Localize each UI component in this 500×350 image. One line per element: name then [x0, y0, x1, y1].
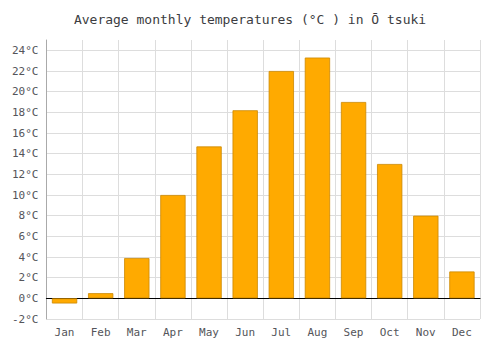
- svg-text:16°C: 16°C: [12, 127, 39, 140]
- svg-text:Oct: Oct: [380, 326, 400, 339]
- svg-text:20°C: 20°C: [12, 85, 39, 98]
- svg-text:4°C: 4°C: [19, 251, 39, 264]
- svg-text:Jul: Jul: [271, 326, 291, 339]
- svg-text:Nov: Nov: [416, 326, 436, 339]
- svg-text:24°C: 24°C: [12, 44, 39, 57]
- svg-text:Average monthly temperatures (: Average monthly temperatures (°C ) in Ō …: [74, 12, 426, 27]
- svg-text:18°C: 18°C: [12, 106, 39, 119]
- svg-text:8°C: 8°C: [19, 209, 39, 222]
- svg-text:14°C: 14°C: [12, 147, 39, 160]
- svg-text:Aug: Aug: [307, 326, 327, 339]
- svg-text:Apr: Apr: [163, 326, 183, 339]
- svg-text:Jan: Jan: [55, 326, 75, 339]
- svg-text:Mar: Mar: [127, 326, 147, 339]
- svg-text:12°C: 12°C: [12, 168, 39, 181]
- svg-text:Sep: Sep: [344, 326, 364, 339]
- svg-text:22°C: 22°C: [12, 65, 39, 78]
- svg-text:-2°C: -2°C: [12, 313, 39, 326]
- svg-text:2°C: 2°C: [19, 271, 39, 284]
- svg-text:Jun: Jun: [235, 326, 255, 339]
- svg-text:Dec: Dec: [452, 326, 472, 339]
- svg-text:10°C: 10°C: [12, 189, 39, 202]
- svg-text:May: May: [199, 326, 219, 339]
- svg-text:0°C: 0°C: [19, 292, 39, 305]
- svg-text:Feb: Feb: [91, 326, 111, 339]
- svg-text:6°C: 6°C: [19, 230, 39, 243]
